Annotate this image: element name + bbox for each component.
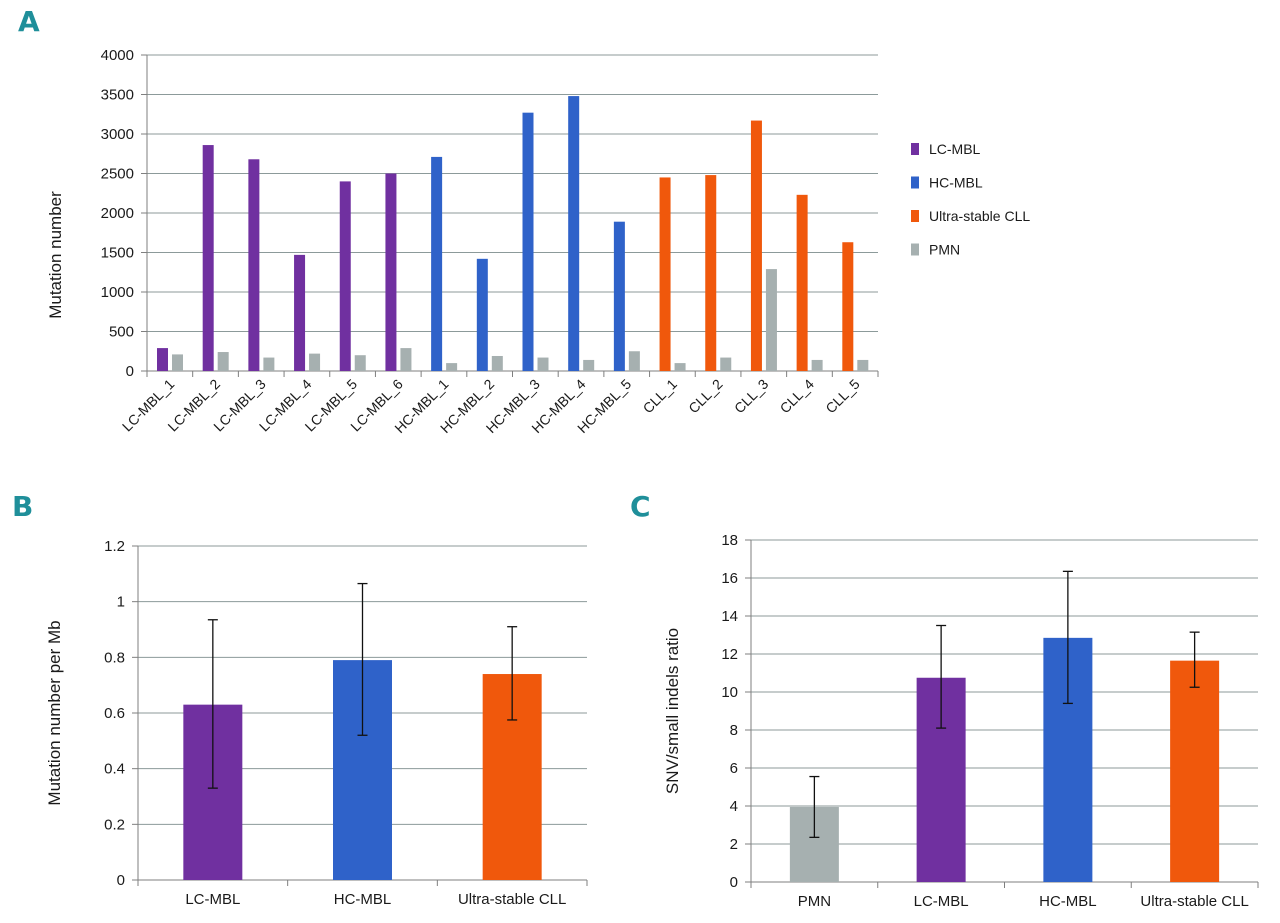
x-tick-label-hc-mbl: HC-MBL xyxy=(334,891,392,908)
bar-cll-1-pmn xyxy=(674,363,686,371)
bar-cll-2-pmn xyxy=(720,357,732,371)
y-tick-label: 0.6 xyxy=(104,705,125,722)
legend-label-pmn: PMN xyxy=(929,242,960,258)
y-tick-label: 1.2 xyxy=(104,538,125,555)
bar-lc-mbl-5-pmn xyxy=(354,355,366,371)
legend-label-ultra-stable-cll: Ultra-stable CLL xyxy=(929,208,1030,224)
y-axis-title: Mutation number per Mb xyxy=(45,620,64,805)
legend-swatch-hc-mbl xyxy=(911,176,919,189)
y-tick-label: 2000 xyxy=(101,205,134,222)
panel-b-chart: 0 0.2 0.4 0.6 0.8 1 1.2 Mutation number per Mb L… xyxy=(45,538,588,908)
bar-cll-4-pmn xyxy=(811,359,823,371)
y-tick-label: 0 xyxy=(730,874,738,891)
y-tick-label: 500 xyxy=(109,324,134,341)
bar-hc-mbl-1-tumor xyxy=(431,156,443,371)
bar-lc-mbl-2-pmn xyxy=(217,352,229,371)
x-tick-label-ultra-stable-cll: Ultra-stable CLL xyxy=(458,891,566,908)
y-tick-label: 1000 xyxy=(101,284,134,301)
y-tick-label: 1500 xyxy=(101,245,134,262)
y-tick-label: 4000 xyxy=(101,47,134,64)
y-axis-title: Mutation number xyxy=(46,191,65,319)
y-tick-label: 3500 xyxy=(101,87,134,104)
y-tick-label: 0.2 xyxy=(104,816,125,833)
x-tick-label-pmn: PMN xyxy=(798,893,831,910)
x-tick-label-lc-mbl: LC-MBL xyxy=(185,891,240,908)
bar-lc-mbl-1-pmn xyxy=(172,354,183,371)
y-tick-label: 8 xyxy=(730,722,738,739)
y-tick-label: 10 xyxy=(721,684,738,701)
legend-swatch-lc-mbl xyxy=(911,143,919,155)
y-tick-label: 1 xyxy=(117,594,125,611)
bar-lc-mbl-3-pmn xyxy=(263,357,275,371)
x-tick-label-cll-1: CLL_1 xyxy=(640,376,681,417)
x-tick-label-lc-mbl: LC-MBL xyxy=(914,893,969,910)
bar-lc-mbl-4-pmn xyxy=(309,353,321,371)
bar-cll-3-tumor xyxy=(750,120,762,371)
panel-a-chart: 0 500 1000 1500 2000 2500 3000 3500 4000 Mutation… xyxy=(46,47,879,436)
bar-lc-mbl-6-tumor xyxy=(385,173,397,371)
y-tick-label: 2500 xyxy=(101,166,134,183)
bar-cll-5-pmn xyxy=(857,359,869,371)
legend-swatch-pmn xyxy=(911,243,919,256)
bar-hc-mbl-1-pmn xyxy=(446,363,458,371)
y-tick-label: 0 xyxy=(117,872,125,889)
bar-hc-mbl-4-pmn xyxy=(583,359,595,371)
y-tick-label: 0.8 xyxy=(104,649,125,666)
bar-cll-3-pmn xyxy=(765,269,777,371)
bar-lc-mbl-4-tumor xyxy=(294,254,306,371)
legend-label-hc-mbl: HC-MBL xyxy=(929,175,983,191)
x-tick-label-hc-mbl: HC-MBL xyxy=(1039,893,1097,910)
y-tick-label: 14 xyxy=(721,608,738,625)
bar-hc-mbl-5-pmn xyxy=(628,351,640,371)
panel-a-legend: LC-MBL HC-MBL Ultra-stable CLL PMN xyxy=(911,141,1030,258)
x-tick-label-cll-3: CLL_3 xyxy=(731,376,772,417)
bar-cll-1-tumor xyxy=(659,177,671,371)
panel-a-letter: A xyxy=(18,5,40,38)
y-tick-label: 16 xyxy=(721,570,738,587)
y-tick-label: 12 xyxy=(721,646,738,663)
bar-lc-mbl-3-tumor xyxy=(248,159,260,371)
bar-hc-mbl-5-tumor xyxy=(613,221,625,371)
bar-ultra-stable-cll xyxy=(1170,660,1220,882)
panel-c-chart: 0 2 4 6 8 10 12 14 16 18 SNV/small indels ratio PMN… xyxy=(663,532,1259,910)
y-tick-label: 0.4 xyxy=(104,761,125,778)
panel-b-letter: B xyxy=(12,490,33,523)
bar-hc-mbl-3-pmn xyxy=(537,357,549,371)
panel-c-letter: C xyxy=(630,490,651,523)
legend-swatch-ultra-stable-cll xyxy=(911,210,919,222)
bar-cll-5-tumor xyxy=(842,242,854,371)
bar-cll-2-tumor xyxy=(705,175,717,371)
bar-cll-4-tumor xyxy=(796,194,808,371)
bar-hc-mbl-2-tumor xyxy=(476,258,488,371)
bar-lc-mbl-5-tumor xyxy=(339,181,351,371)
x-tick-label-ultra-stable-cll: Ultra-stable CLL xyxy=(1140,893,1248,910)
y-tick-label: 3000 xyxy=(101,126,134,143)
bar-lc-mbl-2-tumor xyxy=(202,145,214,371)
bar-lc-mbl-1-tumor xyxy=(157,348,168,371)
x-tick-label-cll-2: CLL_2 xyxy=(685,376,726,417)
y-axis-title: SNV/small indels ratio xyxy=(663,628,682,794)
y-tick-label: 2 xyxy=(730,836,738,853)
y-tick-label: 4 xyxy=(730,798,738,815)
bar-hc-mbl-2-pmn xyxy=(491,355,503,371)
legend-label-lc-mbl: LC-MBL xyxy=(929,141,981,157)
x-tick-label-cll-4: CLL_4 xyxy=(777,376,818,417)
y-tick-label: 6 xyxy=(730,760,738,777)
x-tick-label-cll-5: CLL_5 xyxy=(822,376,863,417)
y-tick-label: 18 xyxy=(721,532,738,549)
bar-hc-mbl-4-tumor xyxy=(568,96,580,371)
y-tick-label: 0 xyxy=(126,363,134,380)
bar-hc-mbl-3-tumor xyxy=(522,112,534,372)
bar-lc-mbl-6-pmn xyxy=(400,348,412,371)
